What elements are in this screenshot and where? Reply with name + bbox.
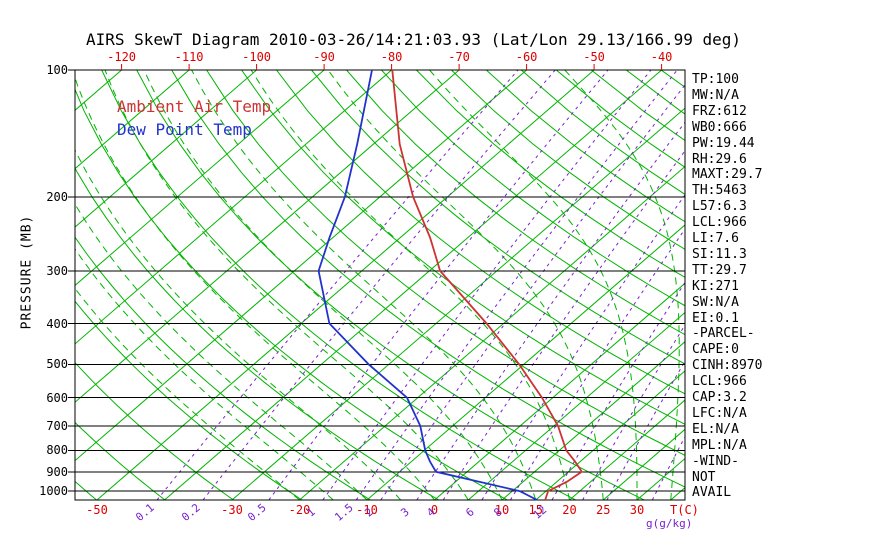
- pressure-tick-label: 500: [46, 357, 68, 372]
- stat-line: LCL:966: [692, 374, 747, 390]
- bottom-temp-tick-label: -10: [356, 503, 378, 517]
- stat-line: EI:0.1: [692, 310, 739, 326]
- top-temp-tick-label: -70: [448, 50, 470, 64]
- pressure-tick-label: 200: [46, 189, 68, 204]
- stat-line: MPL:N/A: [692, 437, 747, 453]
- stat-line: KI:271: [692, 278, 739, 294]
- ambient-temp-curve: [391, 69, 584, 501]
- top-temp-tick-label: -40: [650, 50, 673, 64]
- mixing-ratio-unit-label: g(g/kg): [646, 517, 693, 530]
- stat-line: -WIND-: [692, 453, 739, 469]
- stat-line: TT:29.7: [692, 262, 747, 278]
- pressure-tick-label: 1000: [39, 484, 68, 499]
- stat-line: CAP:3.2: [692, 390, 747, 405]
- stat-line: AVAIL: [692, 485, 732, 501]
- top-temp-tick-label: -80: [380, 50, 403, 64]
- bottom-temp-tick-label: 20: [562, 503, 577, 517]
- bottom-temp-tick-label: 10: [494, 503, 510, 517]
- plot-frame: [74, 69, 686, 501]
- stat-line: L57:6.3: [692, 199, 747, 215]
- bottom-temp-tick-label: -30: [221, 503, 243, 517]
- top-temp-tick-label: -120: [107, 50, 137, 64]
- pressure-tick-label: 400: [46, 316, 68, 331]
- legend-ambient-air-temp: Ambient Air Temp: [117, 97, 272, 116]
- temp-unit-label: T(C): [670, 503, 699, 517]
- top-temp-tick-label: -50: [583, 50, 605, 64]
- stat-line: SI:11.3: [692, 246, 747, 262]
- stat-line: SW:N/A: [692, 294, 739, 310]
- dry-adiabat-lines: [75, 70, 685, 500]
- stat-line: LCL:966: [692, 215, 747, 231]
- mixing-ratio-lines: [156, 70, 685, 500]
- stat-line: TP:100: [692, 72, 739, 87]
- stat-line: CAPE:0: [692, 342, 739, 358]
- stat-line: TH:5463: [692, 183, 747, 199]
- top-temp-tick-label: -90: [313, 50, 335, 64]
- chart-title: AIRS SkewT Diagram 2010-03-26/14:21:03.9…: [86, 30, 742, 49]
- stat-line: LI:7.6: [692, 231, 739, 246]
- pressure-tick-label: 100: [46, 63, 68, 77]
- top-temp-tick-label: -100: [242, 50, 272, 64]
- top-tick-marks: [121, 64, 663, 70]
- stat-line: MW:N/A: [692, 87, 739, 103]
- stat-line: PW:19.44: [692, 135, 755, 151]
- bottom-temp-tick-label: 0: [430, 503, 439, 517]
- moist-adiabat-lines: [75, 70, 680, 500]
- top-temp-tick-label: -110: [174, 50, 204, 64]
- pressure-tick-label: 300: [46, 263, 68, 278]
- stat-line: MAXT:29.7: [692, 167, 763, 183]
- stat-line: FRZ:612: [692, 103, 747, 119]
- stat-line: CINH:8970: [692, 358, 763, 374]
- pressure-tick-label: 800: [46, 443, 68, 458]
- legend-dew-point-temp: Dew Point Temp: [117, 120, 252, 139]
- stat-line: NOT: [692, 469, 716, 485]
- pressure-tick-label: 900: [46, 464, 68, 479]
- bottom-temp-tick-label: -50: [86, 503, 108, 517]
- stat-line: EL:N/A: [692, 421, 739, 437]
- top-temp-tick-label: -60: [515, 50, 538, 64]
- stat-line: WB0:666: [692, 119, 747, 135]
- dew-point-curve: [317, 69, 538, 501]
- bottom-temp-tick-label: -20: [288, 503, 311, 517]
- stat-line: LFC:N/A: [692, 405, 747, 421]
- pressure-tick-label: 600: [46, 390, 68, 405]
- stat-line: -PARCEL-: [692, 326, 755, 342]
- pressure-tick-label: 700: [46, 418, 68, 433]
- isotherm-lines: [75, 70, 685, 500]
- bottom-temp-tick-label: 15: [528, 503, 543, 517]
- bottom-temp-tick-label: 30: [629, 503, 645, 517]
- stat-line: RH:29.6: [692, 151, 747, 167]
- bottom-temp-tick-label: 25: [596, 503, 611, 517]
